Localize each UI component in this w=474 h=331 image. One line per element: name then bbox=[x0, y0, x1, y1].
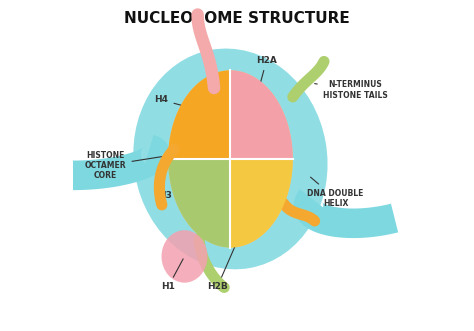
Text: H3: H3 bbox=[158, 191, 197, 200]
Text: H2A: H2A bbox=[256, 56, 277, 99]
PathPatch shape bbox=[73, 135, 170, 190]
Text: H1: H1 bbox=[161, 259, 183, 291]
Ellipse shape bbox=[162, 230, 208, 283]
Text: H4: H4 bbox=[155, 95, 197, 110]
Text: N-TERMINUS
HISTONE TAILS: N-TERMINUS HISTONE TAILS bbox=[315, 80, 388, 100]
Text: NUCLEOSOME STRUCTURE: NUCLEOSOME STRUCTURE bbox=[124, 11, 350, 26]
Text: H2B: H2B bbox=[207, 223, 245, 291]
Text: DNA DOUBLE
HELIX: DNA DOUBLE HELIX bbox=[307, 177, 364, 208]
Polygon shape bbox=[230, 70, 293, 159]
Ellipse shape bbox=[133, 49, 328, 269]
Ellipse shape bbox=[168, 70, 293, 248]
Polygon shape bbox=[168, 70, 230, 159]
PathPatch shape bbox=[294, 189, 398, 238]
Polygon shape bbox=[168, 159, 230, 248]
Text: HISTONE
OCTAMER
CORE: HISTONE OCTAMER CORE bbox=[85, 151, 165, 180]
Polygon shape bbox=[230, 159, 293, 248]
